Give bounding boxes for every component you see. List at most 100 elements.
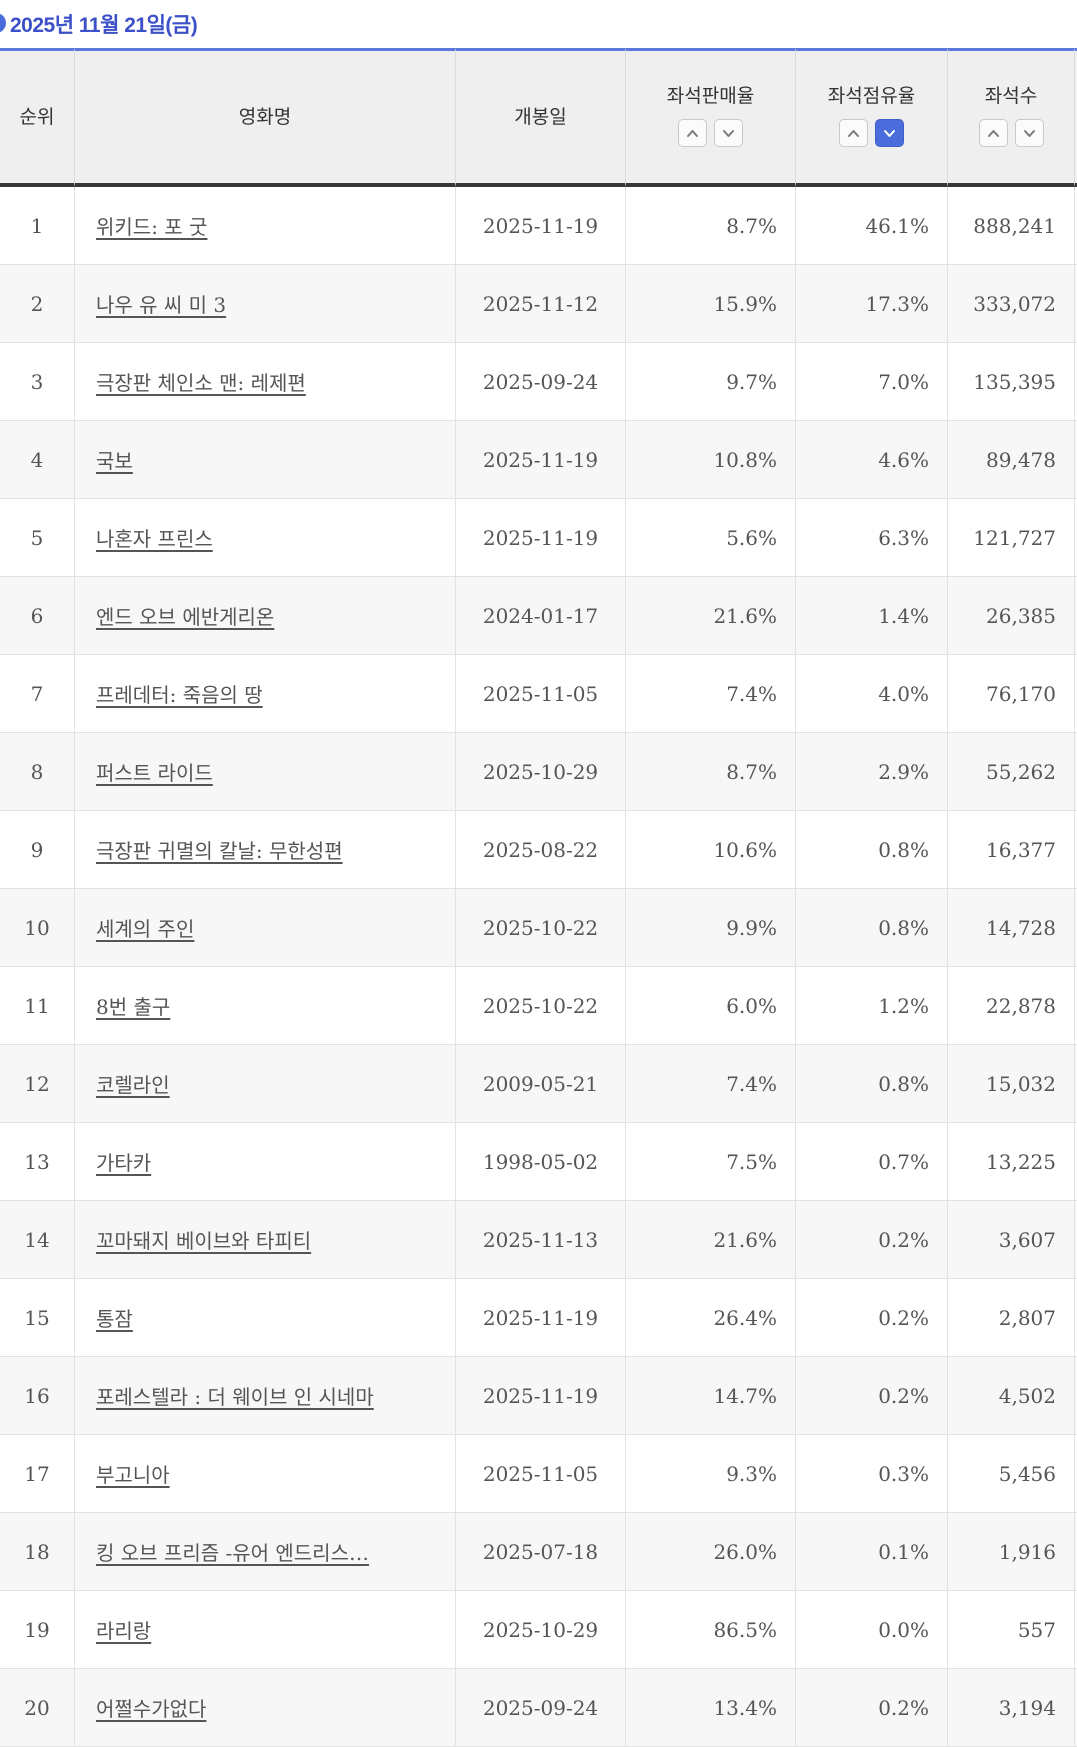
seat-share-rate-cell: 0.0% (795, 1591, 947, 1669)
seat-sales-rate-cell: 10.8% (625, 421, 795, 499)
seat-share-rate-cell: 0.2% (795, 1201, 947, 1279)
movie-title-link[interactable]: 코렐라인 (96, 1073, 170, 1097)
seat-sales-rate-cell: 86.5% (625, 1591, 795, 1669)
seat-sales-rate-cell: 13.4% (625, 1669, 795, 1747)
seat-sales-rate-cell: 26.0% (625, 1513, 795, 1591)
table-row: 18 킹 오브 프리즘 -유어 엔드리스… 2025-07-18 26.0% 0… (0, 1513, 1077, 1591)
cutoff-cell (1074, 733, 1077, 811)
movie-title-link[interactable]: 나혼자 프린스 (96, 527, 213, 551)
movie-title-cell: 통잠 (74, 1279, 455, 1357)
seat-share-rate-cell: 0.2% (795, 1357, 947, 1435)
movie-title-cell: 킹 오브 프리즘 -유어 엔드리스… (74, 1513, 455, 1591)
movie-title-link[interactable]: 가타카 (96, 1151, 152, 1175)
movie-title-link[interactable]: 국보 (96, 449, 133, 473)
movie-title-cell: 나우 유 씨 미 3 (74, 265, 455, 343)
sort-desc-button-seat-share-rate[interactable] (875, 119, 904, 147)
seat-sales-rate-cell: 26.4% (625, 1279, 795, 1357)
table-row: 7 프레데터: 죽음의 땅 2025-11-05 7.4% 4.0% 76,17… (0, 655, 1077, 733)
movie-title-link[interactable]: 나우 유 씨 미 3 (96, 293, 227, 317)
movie-title-cell: 코렐라인 (74, 1045, 455, 1123)
movie-title-cell: 어쩔수가없다 (74, 1669, 455, 1747)
rank-cell: 7 (0, 655, 74, 733)
movie-title-link[interactable]: 극장판 귀멸의 칼날: 무한성편 (96, 839, 343, 863)
movie-title-link[interactable]: 세계의 주인 (96, 917, 195, 941)
table-row: 16 포레스텔라 : 더 웨이브 인 시네마 2025-11-19 14.7% … (0, 1357, 1077, 1435)
movie-title-cell: 나혼자 프린스 (74, 499, 455, 577)
release-date-cell: 2025-10-22 (455, 889, 625, 967)
table-row: 8 퍼스트 라이드 2025-10-29 8.7% 2.9% 55,262 (0, 733, 1077, 811)
seat-share-rate-cell: 2.9% (795, 733, 947, 811)
movie-title-cell: 8번 출구 (74, 967, 455, 1045)
seat-sales-rate-cell: 7.5% (625, 1123, 795, 1201)
col-header-seat-count-label: 좌석수 (984, 85, 1038, 107)
sort-desc-button-seat-sales-rate[interactable] (714, 119, 743, 147)
seat-count-cell: 22,878 (947, 967, 1074, 1045)
movie-title-cell: 엔드 오브 에반게리온 (74, 577, 455, 655)
table-row: 13 가타카 1998-05-02 7.5% 0.7% 13,225 (0, 1123, 1077, 1201)
table-row: 14 꼬마돼지 베이브와 타피티 2025-11-13 21.6% 0.2% 3… (0, 1201, 1077, 1279)
movie-table-body: 1 위키드: 포 굿 2025-11-19 8.7% 46.1% 888,241… (0, 187, 1077, 1747)
seat-count-cell: 135,395 (947, 343, 1074, 421)
seat-count-cell: 14,728 (947, 889, 1074, 967)
seat-count-cell: 3,607 (947, 1201, 1074, 1279)
chevron-up-icon (987, 129, 1000, 138)
movie-title-cell: 부고니아 (74, 1435, 455, 1513)
table-row: 1 위키드: 포 굿 2025-11-19 8.7% 46.1% 888,241 (0, 187, 1077, 265)
cutoff-cell (1074, 1279, 1077, 1357)
cutoff-cell (1074, 1045, 1077, 1123)
seat-sales-rate-cell: 7.4% (625, 1045, 795, 1123)
table-row: 11 8번 출구 2025-10-22 6.0% 1.2% 22,878 (0, 967, 1077, 1045)
release-date-cell: 2025-09-24 (455, 1669, 625, 1747)
rank-cell: 6 (0, 577, 74, 655)
release-date-cell: 2025-11-05 (455, 1435, 625, 1513)
rank-cell: 18 (0, 1513, 74, 1591)
movie-title-link[interactable]: 어쩔수가없다 (96, 1697, 207, 1721)
sort-asc-button-seat-count[interactable] (978, 119, 1008, 147)
release-date-cell: 2024-01-17 (455, 577, 625, 655)
table-row: 3 극장판 체인소 맨: 레제편 2025-09-24 9.7% 7.0% 13… (0, 343, 1077, 421)
sort-asc-button-seat-sales-rate[interactable] (678, 119, 707, 147)
seat-share-rate-cell: 6.3% (795, 499, 947, 577)
sort-asc-button-seat-share-rate[interactable] (839, 119, 868, 147)
seat-count-cell: 121,727 (947, 499, 1074, 577)
seat-share-rate-cell: 4.0% (795, 655, 947, 733)
seat-sales-rate-cell: 8.7% (625, 187, 795, 265)
seat-sales-rate-cell: 10.6% (625, 811, 795, 889)
movie-title-link[interactable]: 킹 오브 프리즘 -유어 엔드리스… (96, 1541, 369, 1565)
movie-title-link[interactable]: 엔드 오브 에반게리온 (96, 605, 275, 629)
table-row: 12 코렐라인 2009-05-21 7.4% 0.8% 15,032 (0, 1045, 1077, 1123)
release-date-cell: 2025-11-19 (455, 1357, 625, 1435)
rank-cell: 2 (0, 265, 74, 343)
cutoff-cell (1074, 1513, 1077, 1591)
table-row: 19 라리랑 2025-10-29 86.5% 0.0% 557 (0, 1591, 1077, 1669)
sort-desc-button-seat-count[interactable] (1014, 119, 1044, 147)
movie-title-cell: 퍼스트 라이드 (74, 733, 455, 811)
movie-title-link[interactable]: 퍼스트 라이드 (96, 761, 213, 785)
cutoff-cell (1074, 967, 1077, 1045)
seat-share-rate-cell: 0.3% (795, 1435, 947, 1513)
movie-title-link[interactable]: 꼬마돼지 베이브와 타피티 (96, 1229, 312, 1253)
movie-title-link[interactable]: 극장판 체인소 맨: 레제편 (96, 371, 306, 395)
cutoff-cell (1074, 811, 1077, 889)
rank-cell: 9 (0, 811, 74, 889)
seat-share-rate-cell: 0.8% (795, 811, 947, 889)
date-label: 2025년 11월 21일(금) (10, 14, 198, 37)
col-header-seat-share-rate: 좌석점유율 (795, 48, 947, 187)
movie-title-link[interactable]: 위키드: 포 굿 (96, 215, 208, 239)
cutoff-cell (1074, 889, 1077, 967)
movie-title-link[interactable]: 통잠 (96, 1307, 133, 1331)
movie-title-link[interactable]: 라리랑 (96, 1619, 152, 1643)
seat-share-rate-cell: 1.4% (795, 577, 947, 655)
release-date-cell: 2025-11-19 (455, 421, 625, 499)
seat-share-rate-cell: 0.1% (795, 1513, 947, 1591)
release-date-cell: 2025-08-22 (455, 811, 625, 889)
movie-title-link[interactable]: 부고니아 (96, 1463, 170, 1487)
table-row: 10 세계의 주인 2025-10-22 9.9% 0.8% 14,728 (0, 889, 1077, 967)
seat-count-cell: 89,478 (947, 421, 1074, 499)
seat-sales-rate-cell: 5.6% (625, 499, 795, 577)
seat-count-cell: 888,241 (947, 187, 1074, 265)
movie-title-link[interactable]: 8번 출구 (96, 995, 171, 1019)
movie-title-link[interactable]: 포레스텔라 : 더 웨이브 인 시네마 (96, 1385, 374, 1409)
release-date-cell: 2025-11-19 (455, 1279, 625, 1357)
movie-title-link[interactable]: 프레데터: 죽음의 땅 (96, 683, 263, 707)
